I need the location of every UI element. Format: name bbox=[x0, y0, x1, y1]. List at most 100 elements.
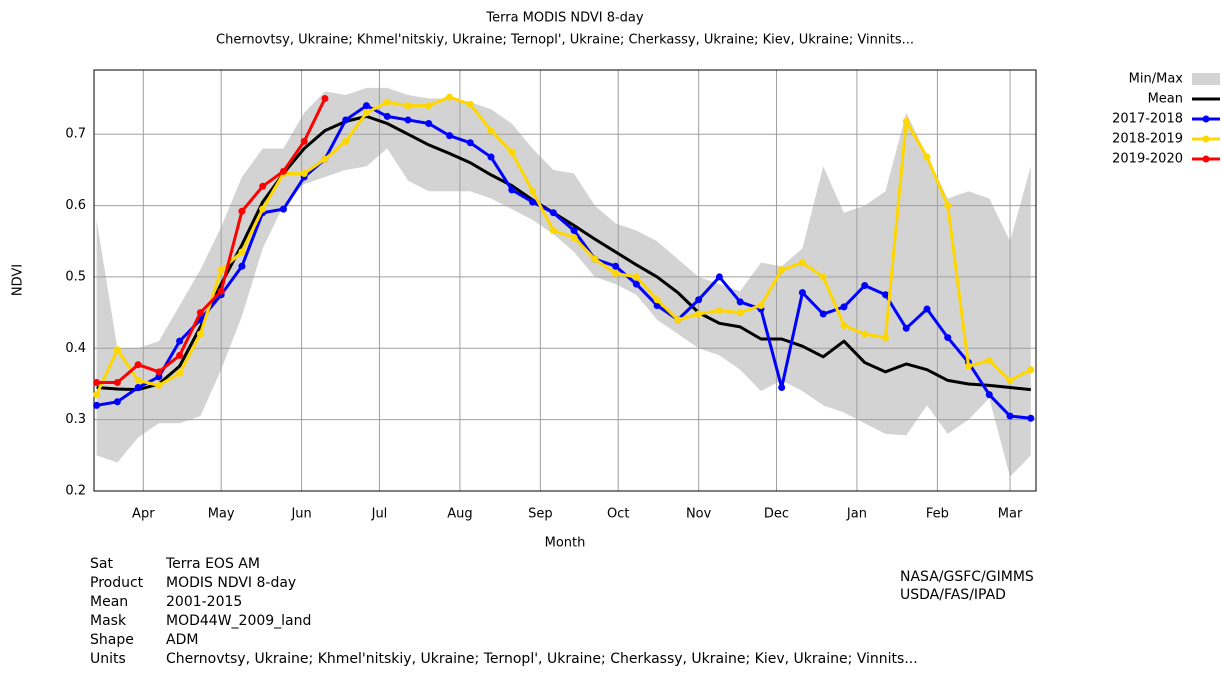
series-point bbox=[238, 207, 246, 215]
series-point bbox=[529, 198, 537, 206]
x-tick-label: Mar bbox=[998, 507, 1023, 522]
series-point bbox=[653, 301, 661, 309]
series-point bbox=[1027, 414, 1035, 422]
x-tick-label: Apr bbox=[132, 507, 155, 522]
series-point bbox=[134, 361, 142, 369]
series-point bbox=[923, 153, 931, 161]
series-point bbox=[176, 369, 184, 377]
series-point bbox=[134, 384, 142, 392]
series-point bbox=[383, 98, 391, 106]
series-point bbox=[93, 379, 101, 387]
series-point bbox=[362, 102, 370, 110]
footer-key: Units bbox=[90, 651, 126, 667]
footer-value: Chernovtsy, Ukraine; Khmel'nitskiy, Ukra… bbox=[166, 651, 918, 667]
series-point bbox=[404, 102, 412, 110]
y-tick-label: 0.5 bbox=[65, 269, 86, 284]
x-tick-label: Dec bbox=[764, 507, 789, 522]
series-point bbox=[653, 296, 661, 304]
series-point bbox=[279, 205, 287, 213]
y-axis-label: NDVI bbox=[11, 264, 26, 296]
series-point bbox=[425, 102, 433, 110]
series-point bbox=[736, 298, 744, 306]
series-point bbox=[259, 205, 267, 213]
y-tick-label: 0.4 bbox=[65, 341, 86, 356]
series-point bbox=[840, 303, 848, 311]
series-point bbox=[446, 132, 454, 140]
series-point bbox=[819, 310, 827, 318]
series-point bbox=[196, 330, 204, 338]
series-point bbox=[446, 93, 454, 101]
footer-key: Sat bbox=[90, 556, 113, 572]
x-tick-label: Feb bbox=[926, 507, 949, 522]
legend-label: 2017-2018 bbox=[1112, 112, 1183, 127]
footer-key: Mean bbox=[90, 594, 128, 610]
series-point bbox=[778, 384, 786, 392]
x-tick-label: Sep bbox=[528, 507, 553, 522]
series-point bbox=[134, 376, 142, 384]
series-point bbox=[342, 116, 350, 124]
plot-frame bbox=[93, 69, 1037, 492]
series-point bbox=[881, 334, 889, 342]
series-point bbox=[217, 266, 225, 274]
x-tick-label: Jun bbox=[290, 507, 311, 522]
x-tick-label: Aug bbox=[447, 507, 472, 522]
footer-key: Shape bbox=[90, 632, 134, 648]
series-point bbox=[300, 169, 308, 177]
footer-key: Mask bbox=[90, 613, 127, 629]
series-point bbox=[1006, 376, 1014, 384]
series-point bbox=[570, 234, 578, 242]
series-point bbox=[196, 309, 204, 317]
x-tick-label: Nov bbox=[686, 507, 712, 522]
series-point bbox=[93, 401, 101, 409]
y-tick-label: 0.3 bbox=[65, 412, 86, 427]
series-point bbox=[591, 255, 599, 263]
series-point bbox=[362, 109, 370, 117]
series-point bbox=[404, 116, 412, 124]
series-point bbox=[300, 137, 308, 145]
series-point bbox=[342, 137, 350, 145]
series-point bbox=[570, 227, 578, 235]
series-point bbox=[985, 356, 993, 364]
series-line bbox=[96, 114, 1031, 392]
series-point bbox=[923, 305, 931, 313]
series-point bbox=[508, 148, 516, 156]
series-point bbox=[113, 398, 121, 406]
x-axis-label: Month bbox=[545, 536, 586, 551]
series-point bbox=[1006, 412, 1014, 420]
series-point bbox=[487, 127, 495, 135]
series-point bbox=[965, 362, 973, 370]
series-point bbox=[612, 262, 620, 270]
series-point bbox=[757, 301, 765, 309]
series-point bbox=[508, 186, 516, 194]
x-tick-label: Jan bbox=[846, 507, 867, 522]
series-point bbox=[632, 273, 640, 281]
series-point bbox=[321, 95, 329, 103]
series-point bbox=[321, 155, 329, 163]
legend-label: 2018-2019 bbox=[1112, 132, 1183, 147]
series-point bbox=[549, 209, 557, 217]
series-point bbox=[383, 112, 391, 120]
series-point bbox=[902, 324, 910, 332]
series-point bbox=[113, 379, 121, 387]
series-point bbox=[985, 391, 993, 399]
series-point bbox=[715, 273, 723, 281]
series-point bbox=[217, 287, 225, 295]
series-point bbox=[113, 346, 121, 354]
series-point bbox=[695, 310, 703, 318]
series-point bbox=[715, 306, 723, 314]
series-point bbox=[840, 321, 848, 329]
series-point bbox=[487, 153, 495, 161]
series-line bbox=[96, 97, 327, 385]
series-point bbox=[778, 266, 786, 274]
series-point bbox=[155, 368, 163, 376]
series-point bbox=[798, 289, 806, 297]
series-point bbox=[176, 337, 184, 345]
y-tick-label: 0.7 bbox=[65, 127, 86, 142]
footer-value: MODIS NDVI 8-day bbox=[166, 575, 296, 591]
series-point bbox=[259, 182, 267, 190]
series-point bbox=[155, 373, 163, 381]
series-point bbox=[861, 281, 869, 289]
series-point bbox=[279, 167, 287, 175]
series-point bbox=[736, 309, 744, 317]
